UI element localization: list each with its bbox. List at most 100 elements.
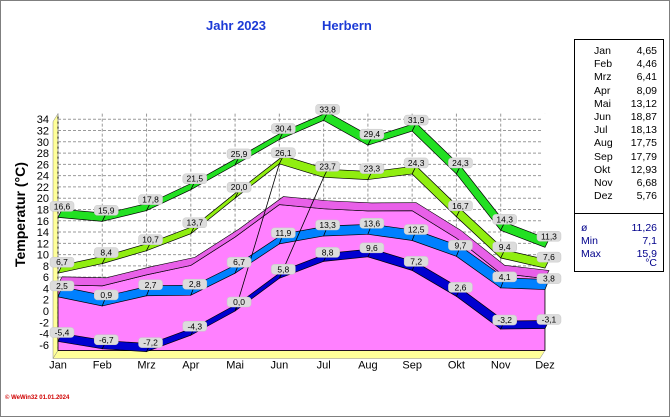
stat-row: ø 11,26 xyxy=(575,222,663,234)
x-tick-label: Dez xyxy=(535,359,555,371)
max-value-label-bg xyxy=(359,128,385,140)
max-value-label-bg xyxy=(271,123,296,134)
mean-max-value-label-bg xyxy=(182,217,208,228)
max-value-label: 14,3 xyxy=(496,214,513,224)
max-value-label: 21,5 xyxy=(187,174,204,184)
y-tick-label: 22 xyxy=(37,182,49,194)
min-value-label: -7,2 xyxy=(143,338,158,348)
max-value-label: 15,9 xyxy=(98,205,115,215)
max-value-label-bg xyxy=(536,231,562,242)
min-value-label: 7,2 xyxy=(410,256,422,266)
x-tick-label: Jun xyxy=(270,359,288,371)
max-value-label-bg xyxy=(226,148,252,160)
stat-value: 11,26 xyxy=(631,222,658,234)
x-tick-label: Mrz xyxy=(137,359,155,371)
min-value-label-bg xyxy=(271,264,296,275)
mean-min-value-label-bg xyxy=(359,218,385,229)
y-tick-label: 28 xyxy=(37,148,49,160)
mean-min-value-label: 2,7 xyxy=(145,280,157,290)
row-value: 8,09 xyxy=(636,84,657,97)
min-value-label-bg xyxy=(448,282,473,293)
row-month: Okt xyxy=(594,163,611,176)
max-value-label: 24,3 xyxy=(452,158,469,168)
mean-max-value-label-bg xyxy=(536,251,562,263)
min-value-label-bg xyxy=(359,242,385,254)
mean-max-value-label: 20,0 xyxy=(231,182,248,192)
row-value: 5,76 xyxy=(636,190,657,203)
row-month: Jun xyxy=(594,111,611,123)
stat-value: 15,9 xyxy=(636,248,657,260)
min-value-label-bg xyxy=(94,334,119,346)
mean-max-value-label: 7,6 xyxy=(543,252,555,262)
min-value-label-bg xyxy=(182,321,208,332)
footer-credit: © WeWin32 01.01.2024 xyxy=(5,395,70,401)
mean-min-value-label-bg xyxy=(49,280,75,292)
min-value-label: -4,3 xyxy=(187,321,202,331)
stat-row: Max 15,9 xyxy=(575,248,663,260)
mean-min-value-label: 13,3 xyxy=(319,220,336,230)
row-value: 6,41 xyxy=(636,71,657,84)
floor xyxy=(52,350,546,359)
min-value-label-bg xyxy=(536,314,562,325)
max-value-label-bg xyxy=(94,205,119,216)
x-tick-label: Nov xyxy=(491,359,511,371)
mean-min-value-label-bg xyxy=(94,289,119,301)
mean-area-top xyxy=(57,196,550,287)
y-tick-label: 8 xyxy=(43,261,49,273)
min-value-label: 9,6 xyxy=(366,243,378,253)
row-month: Jan xyxy=(594,45,611,57)
row-month: Nov xyxy=(594,177,613,189)
row-month: Mai xyxy=(594,97,611,110)
y-tick-label: 32 xyxy=(37,126,49,138)
table-row: Jul 18,13 xyxy=(575,124,663,136)
max-value-label: 16,6 xyxy=(54,201,71,211)
max-value-label: 31,9 xyxy=(408,115,425,125)
table-row: Mai 13,12 xyxy=(575,98,663,110)
row-month: Aug xyxy=(594,137,613,150)
mean-min-value-label: 6,7 xyxy=(233,257,245,267)
row-value: 4,46 xyxy=(636,58,657,71)
mean-max-value-label-bg xyxy=(226,181,252,193)
row-month: Dez xyxy=(594,190,613,203)
mean-max-value-label: 10,7 xyxy=(142,235,159,245)
mean-min-value-label-bg xyxy=(448,240,473,251)
table-row: Nov 6,68 xyxy=(575,177,663,189)
max-value-label-bg xyxy=(403,114,429,126)
unit-label: °C xyxy=(645,257,657,269)
chart-title-place: Herbern xyxy=(322,18,372,33)
stat-key: ø xyxy=(581,222,588,234)
mean-max-value-label: 8,4 xyxy=(100,248,112,258)
mean-max-value-label: 26,1 xyxy=(275,148,292,158)
y-tick-label: 6 xyxy=(43,272,49,284)
y-tick-label: 2 xyxy=(43,295,49,307)
stat-key: Min xyxy=(581,235,598,247)
mean-max-value-label-bg xyxy=(271,147,296,159)
stat-key: Max xyxy=(581,248,601,260)
mean-min-value-label: 9,7 xyxy=(455,240,467,250)
min-value-label-bg xyxy=(138,337,163,348)
mean-min-value-label: 2,5 xyxy=(56,281,68,291)
mean-min-value-label-bg xyxy=(492,271,517,283)
table-row: Aug 17,75 xyxy=(575,137,663,149)
mean-max-value-label-bg xyxy=(448,200,473,212)
row-month: Sep xyxy=(594,150,613,163)
max-value-label-bg xyxy=(49,201,75,212)
min-value-label: -6,7 xyxy=(99,335,114,345)
mean-max-value-label-bg xyxy=(49,256,75,268)
row-value: 6,68 xyxy=(636,177,657,189)
mean-min-value-label: 12,5 xyxy=(408,225,425,235)
mean-min-value-label-bg xyxy=(271,227,296,239)
mean-min-value-label-bg xyxy=(138,279,163,291)
mean-max-value-label: 23,3 xyxy=(364,164,381,174)
y-tick-label: 20 xyxy=(37,193,49,205)
chart-title-year: Jahr 2023 xyxy=(206,18,266,33)
min-value-label: -3,1 xyxy=(542,314,557,324)
table-row: Mrz 6,41 xyxy=(575,71,663,83)
mean-min-value-label-bg xyxy=(536,273,562,284)
row-value: 12,93 xyxy=(630,163,657,176)
mean-max-value-label: 16,7 xyxy=(452,201,469,211)
table-row: Feb 4,46 xyxy=(575,58,663,70)
table-row: Jan 4,65 xyxy=(575,45,663,57)
mean-min-value-label-bg xyxy=(315,219,340,231)
